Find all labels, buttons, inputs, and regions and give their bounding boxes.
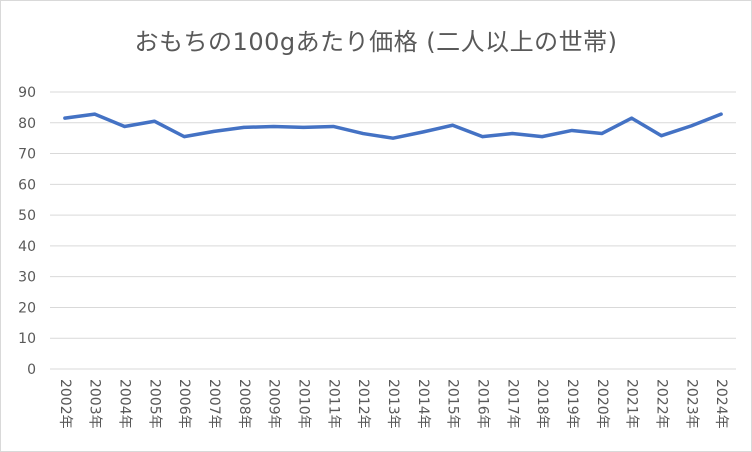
x-tick-label: 2015年 [445, 379, 461, 429]
data-point [212, 129, 216, 133]
data-point [361, 132, 365, 136]
x-tick-label: 2004年 [117, 379, 133, 429]
x-tick-label: 2013年 [385, 379, 401, 429]
data-point [689, 124, 693, 128]
x-tick-label: 2016年 [474, 379, 490, 429]
x-axis-ticks: 2002年 2003年 2004年 2005年 2006年 2007年 2008年 2009年… [57, 379, 729, 429]
x-tick-label: 2020年 [594, 379, 610, 429]
y-tick-label: 90 [18, 85, 36, 101]
x-tick-label: 2009年 [266, 379, 282, 429]
data-point [93, 112, 97, 116]
x-tick-label: 2012年 [355, 379, 371, 429]
x-tick-label: 2017年 [504, 379, 520, 429]
x-tick-label: 2014年 [415, 379, 431, 429]
gridlines [50, 91, 736, 370]
data-point [63, 116, 67, 120]
x-tick-label: 2023年 [683, 379, 699, 429]
y-axis-ticks: 0 10 20 30 40 50 60 70 80 90 [18, 85, 36, 378]
data-point [152, 119, 156, 123]
x-tick-label: 2003年 [87, 379, 103, 429]
data-point [272, 124, 276, 128]
x-tick-label: 2024年 [713, 379, 729, 429]
x-tick-label: 2010年 [296, 379, 312, 429]
x-tick-label: 2005年 [146, 379, 162, 429]
data-point [570, 128, 574, 132]
x-tick-label: 2006年 [176, 379, 192, 429]
data-point [182, 135, 186, 139]
data-point [719, 112, 723, 116]
data-point [510, 132, 514, 136]
series-layer [63, 112, 723, 140]
y-tick-label: 0 [27, 362, 36, 378]
data-point [242, 125, 246, 129]
chart-title: おもちの100gあたり価格 (二人以上の世帯) [134, 28, 618, 56]
y-tick-label: 10 [18, 331, 36, 347]
data-point [302, 125, 306, 129]
x-tick-label: 2011年 [325, 379, 341, 429]
y-tick-label: 30 [18, 270, 36, 286]
x-tick-label: 2022年 [653, 379, 669, 429]
x-tick-label: 2008年 [236, 379, 252, 429]
data-point [331, 124, 335, 128]
y-tick-label: 70 [18, 147, 36, 163]
series-line-0 [63, 112, 723, 140]
data-point [659, 134, 663, 138]
data-point [600, 132, 604, 136]
y-tick-label: 50 [18, 208, 36, 224]
x-tick-label: 2018年 [534, 379, 550, 429]
y-tick-label: 40 [18, 239, 36, 255]
y-tick-label: 80 [18, 116, 36, 132]
y-tick-label: 60 [18, 177, 36, 193]
y-tick-label: 20 [18, 300, 36, 316]
x-tick-label: 2019年 [564, 379, 580, 429]
data-point [451, 123, 455, 127]
x-tick-label: 2007年 [206, 379, 222, 429]
x-tick-label: 2021年 [624, 379, 640, 429]
data-point [391, 136, 395, 140]
data-point [123, 124, 127, 128]
data-point [480, 135, 484, 139]
x-tick-label: 2002年 [57, 379, 73, 429]
data-point [630, 116, 634, 120]
data-point [540, 135, 544, 139]
data-point [421, 130, 425, 134]
